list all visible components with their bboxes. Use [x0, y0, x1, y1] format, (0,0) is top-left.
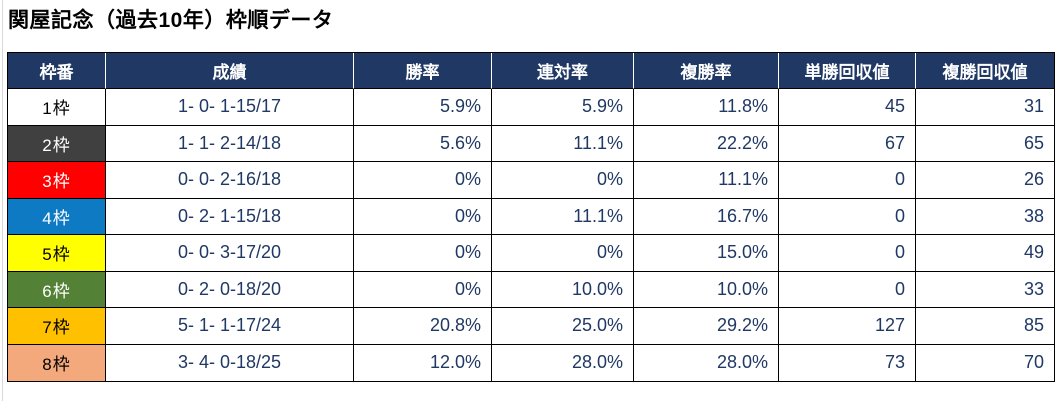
data-cell-複勝率: 11.8% [634, 89, 779, 126]
column-header-6: 複勝回収値 [916, 53, 1054, 89]
data-cell-単勝回収値: 73 [779, 344, 916, 381]
data-cell-単勝回収値: 45 [779, 89, 916, 126]
data-cell-複勝率: 29.2% [634, 308, 779, 345]
data-cell-単勝回収値: 0 [779, 162, 916, 199]
data-cell-連対率: 0% [492, 235, 634, 272]
column-header-0: 枠番 [8, 53, 106, 89]
data-cell-複勝率: 10.0% [634, 271, 779, 308]
waku-data-table: 枠番 成績 勝率 連対率 複勝率 単勝回収値 複勝回収値 1枠 1- 0- 1-15/17 5.… [7, 52, 1055, 382]
page-title: 関屋記念（過去10年）枠順データ [8, 9, 334, 32]
table-row-waku-1: 1枠 1- 0- 1-15/17 5.9% 5.9% 11.8% 45 31 [8, 89, 1054, 126]
table-body: 1枠 1- 0- 1-15/17 5.9% 5.9% 11.8% 45 31 2枠 1- 1- … [8, 89, 1054, 381]
table-header-row: 枠番 成績 勝率 連対率 複勝率 単勝回収値 複勝回収値 [8, 53, 1054, 89]
waku-number-cell: 4枠 [8, 198, 106, 235]
waku-number-cell: 3枠 [8, 162, 106, 199]
column-header-5: 単勝回収値 [779, 53, 916, 89]
data-cell-成績: 5- 1- 1-17/24 [106, 308, 354, 345]
data-cell-連対率: 11.1% [492, 125, 634, 162]
data-cell-単勝回収値: 0 [779, 235, 916, 272]
data-cell-勝率: 0% [354, 271, 492, 308]
data-cell-成績: 0- 2- 0-18/20 [106, 271, 354, 308]
data-cell-単勝回収値: 0 [779, 198, 916, 235]
data-cell-複勝回収値: 38 [916, 199, 1054, 235]
data-cell-成績: 0- 0- 2-16/18 [106, 162, 354, 199]
data-cell-複勝回収値: 49 [916, 235, 1054, 272]
data-cell-勝率: 12.0% [354, 344, 492, 381]
waku-number-cell: 6枠 [8, 271, 106, 308]
data-cell-複勝率: 22.2% [634, 125, 779, 162]
table-row-waku-4: 4枠 0- 2- 1-15/18 0% 11.1% 16.7% 0 38 [8, 198, 1054, 235]
table-row-waku-7: 7枠 5- 1- 1-17/24 20.8% 25.0% 29.2% 127 85 [8, 308, 1054, 345]
data-cell-複勝回収値: 26 [916, 162, 1054, 199]
data-cell-複勝率: 28.0% [634, 344, 779, 381]
data-cell-複勝率: 15.0% [634, 235, 779, 272]
data-cell-複勝回収値: 65 [916, 126, 1054, 162]
data-cell-複勝回収値: 33 [916, 272, 1054, 308]
data-cell-成績: 0- 0- 3-17/20 [106, 235, 354, 272]
data-cell-連対率: 0% [492, 162, 634, 199]
column-header-1: 成績 [106, 53, 354, 89]
data-cell-勝率: 0% [354, 235, 492, 272]
data-cell-勝率: 0% [354, 162, 492, 199]
data-cell-勝率: 5.9% [354, 89, 492, 126]
data-cell-連対率: 28.0% [492, 344, 634, 381]
data-cell-成績: 1- 0- 1-15/17 [106, 89, 354, 126]
waku-number-cell: 8枠 [8, 344, 106, 381]
table-row-waku-5: 5枠 0- 0- 3-17/20 0% 0% 15.0% 0 49 [8, 235, 1054, 272]
data-cell-勝率: 20.8% [354, 308, 492, 345]
data-cell-連対率: 5.9% [492, 89, 634, 126]
data-cell-単勝回収値: 127 [779, 308, 916, 345]
waku-number-cell: 2枠 [8, 125, 106, 162]
data-cell-連対率: 11.1% [492, 198, 634, 235]
data-cell-複勝率: 16.7% [634, 198, 779, 235]
data-cell-勝率: 0% [354, 198, 492, 235]
data-cell-成績: 3- 4- 0-18/25 [106, 344, 354, 381]
column-header-2: 勝率 [354, 53, 492, 89]
data-cell-成績: 1- 1- 2-14/18 [106, 125, 354, 162]
waku-number-cell: 1枠 [8, 89, 106, 126]
waku-number-cell: 7枠 [8, 308, 106, 345]
table-row-waku-3: 3枠 0- 0- 2-16/18 0% 0% 11.1% 0 26 [8, 162, 1054, 199]
data-cell-複勝回収値: 85 [916, 308, 1054, 345]
column-header-3: 連対率 [492, 53, 634, 89]
data-cell-成績: 0- 2- 1-15/18 [106, 198, 354, 235]
data-cell-複勝率: 11.1% [634, 162, 779, 199]
data-cell-勝率: 5.6% [354, 125, 492, 162]
data-cell-単勝回収値: 67 [779, 125, 916, 162]
column-header-4: 複勝率 [634, 53, 779, 89]
data-cell-単勝回収値: 0 [779, 271, 916, 308]
table-row-waku-6: 6枠 0- 2- 0-18/20 0% 10.0% 10.0% 0 33 [8, 271, 1054, 308]
table-row-waku-2: 2枠 1- 1- 2-14/18 5.6% 11.1% 22.2% 67 65 [8, 125, 1054, 162]
waku-number-cell: 5枠 [8, 235, 106, 272]
data-cell-連対率: 10.0% [492, 271, 634, 308]
data-cell-連対率: 25.0% [492, 308, 634, 345]
sheet-gridline [2, 0, 3, 401]
table-row-waku-8: 8枠 3- 4- 0-18/25 12.0% 28.0% 28.0% 73 70 [8, 344, 1054, 381]
data-cell-複勝回収値: 31 [916, 89, 1054, 126]
data-cell-複勝回収値: 70 [1023, 352, 1044, 373]
